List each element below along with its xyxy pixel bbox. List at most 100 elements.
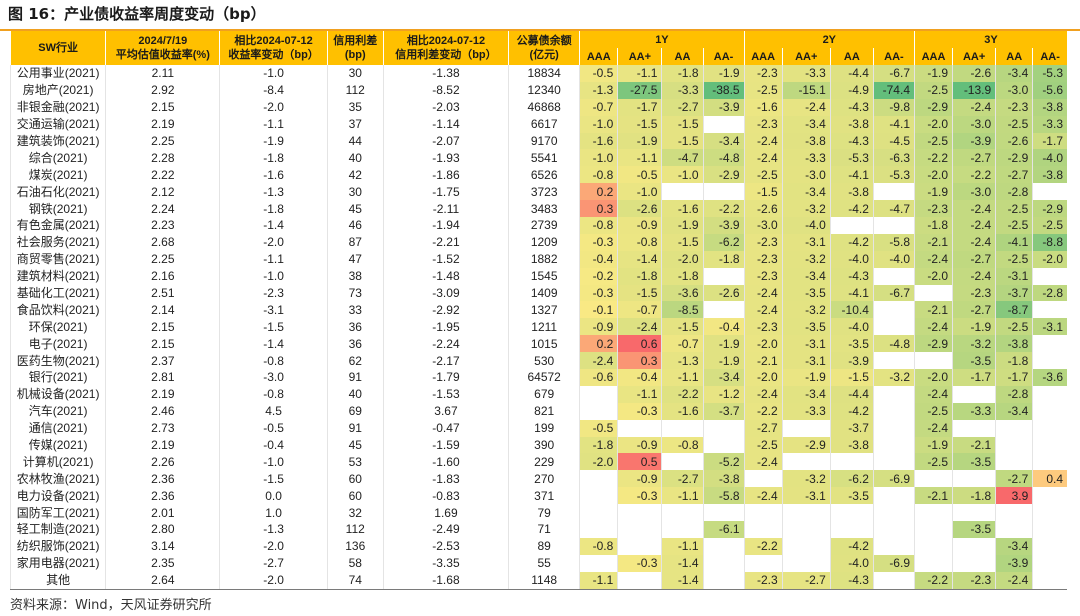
rating-change-cell-y3-0: -2.5 bbox=[913, 81, 953, 99]
rating-change-cell-y3-2: -2.6 bbox=[995, 132, 1033, 150]
bond-balance-cell: 3723 bbox=[508, 183, 580, 201]
rating-change-cell-y3-2 bbox=[995, 419, 1033, 437]
header-yield: 2024/7/19 平均估值收益率(%) bbox=[105, 31, 220, 65]
rating-change-cell-y2-3 bbox=[872, 267, 915, 285]
rating-change-cell-y1-2: -0.7 bbox=[661, 335, 703, 353]
rating-change-cell-y3-3: -2.0 bbox=[1032, 250, 1067, 268]
avg-yield-cell: 2.01 bbox=[105, 504, 220, 522]
table-row: 计算机(2021) 2.26 -1.0 53 -1.60 229 -2.0 0.5 -5.2 -2… bbox=[9, 453, 1067, 471]
spread-change-cell: -3.09 bbox=[382, 284, 509, 302]
rating-change-cell-y1-0 bbox=[579, 487, 618, 505]
rating-change-cell-y2-0: -2.2 bbox=[743, 537, 783, 555]
rating-change-cell-y2-0: -2.5 bbox=[743, 166, 783, 184]
yield-change-cell: -1.0 bbox=[219, 65, 328, 82]
bond-balance-cell: 1545 bbox=[508, 267, 580, 285]
avg-yield-cell: 2.36 bbox=[105, 470, 220, 488]
rating-change-cell-y2-3: -4.7 bbox=[872, 200, 915, 218]
avg-yield-cell: 2.19 bbox=[105, 115, 220, 133]
industry-name-cell: 环保(2021) bbox=[9, 318, 106, 336]
bond-balance-cell: 390 bbox=[508, 436, 580, 454]
rating-change-cell-y3-1 bbox=[952, 504, 996, 522]
rating-change-cell-y3-2 bbox=[995, 521, 1033, 538]
rating-change-cell-y3-1: -3.0 bbox=[952, 115, 996, 133]
avg-yield-cell: 2.15 bbox=[105, 318, 220, 336]
yield-change-cell: -1.3 bbox=[219, 521, 328, 538]
header-spread-change-date: 相比2024-07-12 bbox=[406, 35, 486, 47]
rating-header-1y-aaminus: AA- bbox=[702, 48, 745, 65]
credit-spread-cell: 47 bbox=[326, 250, 384, 268]
bond-balance-cell: 3483 bbox=[508, 200, 580, 218]
bond-balance-cell: 64572 bbox=[508, 369, 580, 386]
rating-change-cell-y3-3: -2.8 bbox=[1032, 284, 1067, 302]
yield-change-cell: -2.0 bbox=[219, 233, 328, 251]
rating-change-cell-y2-2: -4.4 bbox=[829, 65, 874, 82]
header-spread-unit: (bp) bbox=[344, 49, 366, 61]
rating-change-cell-y3-3: -1.7 bbox=[1032, 132, 1067, 150]
bond-balance-cell: 199 bbox=[508, 419, 580, 437]
rating-change-cell-y2-3 bbox=[872, 504, 915, 522]
credit-spread-cell: 40 bbox=[326, 385, 384, 403]
rating-header-3y-aaa: AAA bbox=[913, 48, 953, 65]
bond-balance-cell: 1211 bbox=[508, 318, 580, 336]
rating-change-cell-y2-2: -6.2 bbox=[829, 470, 874, 488]
rating-change-cell-y2-1: -3.1 bbox=[781, 352, 831, 370]
rating-change-cell-y3-3: 0.4 bbox=[1032, 470, 1067, 488]
spread-change-cell: -2.07 bbox=[382, 132, 509, 150]
rating-change-cell-y3-0: -2.9 bbox=[913, 335, 953, 353]
spread-change-cell: -0.83 bbox=[382, 487, 509, 505]
rating-change-cell-y2-1 bbox=[781, 537, 831, 555]
rating-change-cell-y1-3: -3.7 bbox=[702, 402, 745, 420]
spread-change-cell: -1.48 bbox=[382, 267, 509, 285]
rating-change-cell-y1-0: -0.1 bbox=[579, 301, 618, 319]
rating-change-cell-y1-0: -1.3 bbox=[579, 81, 618, 99]
rating-change-cell-y1-2: -1.4 bbox=[661, 571, 703, 590]
rating-change-cell-y2-3 bbox=[872, 487, 915, 505]
rating-change-cell-y3-3 bbox=[1032, 453, 1067, 471]
avg-yield-cell: 2.73 bbox=[105, 419, 220, 437]
rating-change-cell-y3-1 bbox=[952, 470, 996, 488]
rating-header-1y-aa: AA bbox=[661, 48, 703, 65]
bond-balance-cell: 270 bbox=[508, 470, 580, 488]
rating-change-cell-y3-1: -2.7 bbox=[952, 301, 996, 319]
header-yield-change-date: 相比2024-07-12 bbox=[234, 35, 313, 47]
credit-spread-cell: 32 bbox=[326, 504, 384, 522]
rating-change-cell-y1-1: 0.6 bbox=[617, 335, 662, 353]
header-yield-change-label: 收益率变动（bp） bbox=[228, 49, 319, 61]
rating-change-cell-y2-0: -2.3 bbox=[743, 267, 783, 285]
rating-change-cell-y2-1: -3.3 bbox=[781, 402, 831, 420]
rating-change-cell-y2-0: -2.7 bbox=[743, 419, 783, 437]
rating-change-cell-y2-2: -3.5 bbox=[829, 335, 874, 353]
credit-spread-cell: 44 bbox=[326, 132, 384, 150]
spread-change-cell: -1.75 bbox=[382, 183, 509, 201]
yield-change-cell: -0.8 bbox=[219, 385, 328, 403]
rating-change-cell-y2-2: -3.7 bbox=[829, 419, 874, 437]
rating-change-cell-y2-2 bbox=[829, 504, 874, 522]
rating-change-cell-y3-3 bbox=[1032, 352, 1067, 370]
rating-change-cell-y2-3 bbox=[872, 453, 915, 471]
avg-yield-cell: 2.11 bbox=[105, 65, 220, 82]
rating-change-cell-y2-0 bbox=[743, 470, 783, 488]
rating-change-cell-y3-1: -1.8 bbox=[952, 487, 996, 505]
table-row: 钢铁(2021) 2.24 -1.8 45 -2.11 3483 0.3 -2.6 -1.6 -2… bbox=[9, 200, 1067, 218]
rating-change-cell-y3-0 bbox=[913, 554, 953, 572]
rating-change-cell-y2-2: -4.0 bbox=[829, 318, 874, 336]
rating-change-cell-y1-3: -2.9 bbox=[702, 166, 745, 184]
table-row: 机械设备(2021) 2.19 -0.8 40 -1.53 679 -1.1 -2.2 -1.2… bbox=[9, 385, 1067, 403]
avg-yield-cell: 2.23 bbox=[105, 217, 220, 234]
industry-name-cell: 商贸零售(2021) bbox=[9, 250, 106, 268]
bond-balance-cell: 2739 bbox=[508, 217, 580, 234]
rating-change-cell-y3-2 bbox=[995, 453, 1033, 471]
rating-change-cell-y2-2: -4.1 bbox=[829, 166, 874, 184]
credit-spread-cell: 36 bbox=[326, 335, 384, 353]
rating-change-cell-y3-3: -2.5 bbox=[1032, 217, 1067, 234]
table-row: 电力设备(2021) 2.36 0.0 60 -0.83 371 -0.3 -1.1 -5.8-… bbox=[9, 487, 1067, 505]
rating-change-cell-y2-1: -15.1 bbox=[781, 81, 831, 99]
industry-name-cell: 家用电器(2021) bbox=[9, 554, 106, 572]
rating-change-cell-y2-1: -3.1 bbox=[781, 487, 831, 505]
rating-change-cell-y3-0 bbox=[913, 352, 953, 370]
avg-yield-cell: 3.14 bbox=[105, 537, 220, 555]
rating-change-cell-y1-0: -1.0 bbox=[579, 149, 618, 167]
rating-change-cell-y3-1 bbox=[952, 554, 996, 572]
rating-change-cell-y3-0: -2.0 bbox=[913, 115, 953, 133]
yield-change-cell: -1.8 bbox=[219, 149, 328, 167]
